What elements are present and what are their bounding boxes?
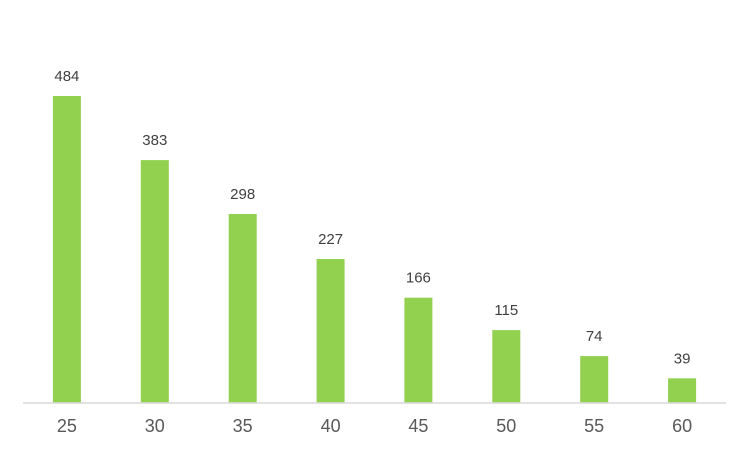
x-tick-label-35: 35 [233, 416, 253, 436]
x-tick-label-30: 30 [145, 416, 165, 436]
bar-30 [140, 160, 169, 403]
x-tick-label-40: 40 [321, 416, 341, 436]
x-tick-label-60: 60 [672, 416, 692, 436]
data-label-45: 166 [406, 270, 431, 287]
data-label-30: 383 [142, 132, 167, 149]
bar-50 [492, 330, 521, 403]
x-tick-label-25: 25 [57, 416, 77, 436]
bar-55 [580, 356, 609, 403]
bars-layer [52, 96, 697, 403]
bar-45 [404, 297, 433, 403]
data-label-25: 484 [54, 68, 79, 85]
data-label-35: 298 [230, 186, 255, 203]
bar-25 [52, 96, 81, 403]
data-label-50: 115 [494, 302, 518, 319]
bar-40 [316, 259, 345, 403]
bar-60 [668, 378, 697, 403]
x-tick-label-55: 55 [584, 416, 604, 436]
data-label-60: 39 [674, 350, 691, 367]
data-label-55: 74 [586, 328, 603, 345]
x-tick-label-50: 50 [496, 416, 516, 436]
data-label-40: 227 [318, 231, 343, 248]
bar-35 [228, 214, 257, 403]
x-tick-label-45: 45 [408, 416, 428, 436]
value-labels-layer: 484 383 298 227 166 115 74 39 [54, 68, 690, 367]
x-tick-labels: 25 30 35 40 45 50 55 60 [57, 416, 692, 436]
